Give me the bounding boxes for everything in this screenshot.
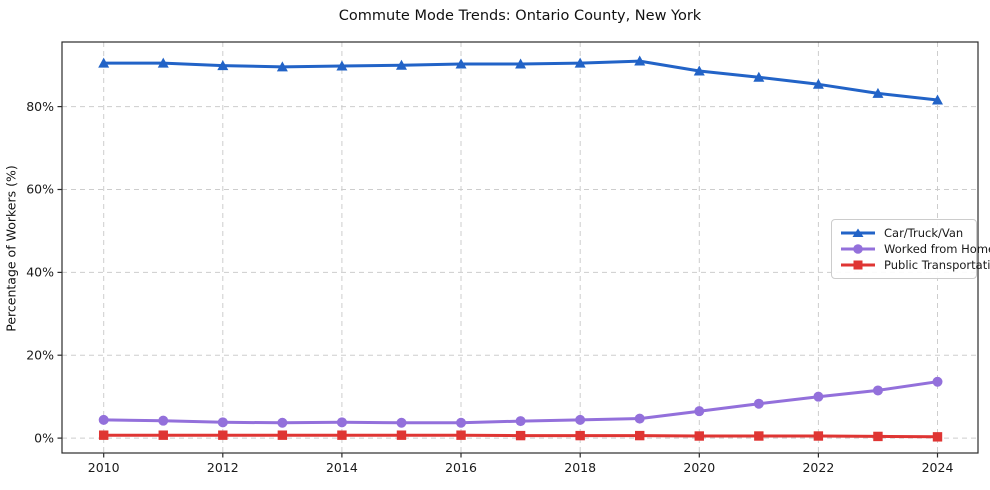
data-point-marker [455, 58, 467, 69]
data-point-marker [932, 376, 943, 387]
data-point-marker [693, 65, 705, 76]
series-public-transportation [98, 430, 943, 442]
chart-title: Commute Mode Trends: Ontario County, New… [338, 8, 702, 24]
data-point-marker [158, 415, 169, 426]
data-point-marker [813, 431, 824, 441]
x-tick-label: 2018 [564, 460, 596, 475]
series-worked-from-home [98, 376, 943, 428]
data-point-marker [157, 57, 169, 68]
legend-item-public-transportation: Public Transportation [839, 257, 990, 273]
data-point-marker [812, 78, 824, 89]
data-point-marker [694, 431, 704, 441]
data-point-marker [694, 406, 705, 417]
y-tick-label: 60% [26, 182, 54, 197]
data-point-marker [395, 59, 407, 70]
data-point-marker [574, 57, 586, 68]
legend-item-worked-from-home: Worked from Home [839, 241, 990, 257]
legend-label: Worked from Home [884, 242, 990, 256]
y-tick-label: 20% [26, 347, 54, 362]
data-point-marker [754, 431, 764, 441]
data-point-marker [635, 430, 645, 441]
series-car-truck-van [98, 55, 944, 105]
data-point-marker [634, 413, 645, 424]
data-point-marker [98, 414, 109, 425]
y-tick-label: 80% [26, 99, 54, 114]
axis-ticks [57, 105, 939, 458]
legend-label: Public Transportation [884, 258, 990, 272]
data-point-marker [872, 87, 884, 98]
data-point-marker [515, 430, 526, 441]
data-point-marker [456, 417, 467, 428]
x-tick-label: 2024 [922, 460, 954, 475]
data-point-marker [575, 430, 585, 441]
data-point-marker [158, 430, 168, 440]
data-point-marker [336, 417, 347, 428]
data-point-marker [336, 60, 348, 71]
triangle-marker-icon [841, 228, 875, 237]
x-tick-label: 2014 [326, 460, 358, 475]
data-point-marker [277, 417, 288, 428]
data-point-marker [217, 417, 228, 428]
square-marker-icon [841, 260, 875, 270]
data-point-marker [515, 58, 527, 69]
circle-marker-icon [841, 244, 875, 254]
data-point-marker [98, 57, 110, 68]
data-point-marker [396, 417, 407, 428]
legend-label: Car/Truck/Van [884, 226, 964, 240]
data-point-marker [932, 94, 944, 105]
data-point-marker [813, 391, 824, 402]
x-tick-label: 2020 [683, 460, 715, 475]
y-tick-label: 0% [34, 430, 54, 445]
data-point-marker [396, 430, 407, 440]
x-tick-label: 2016 [445, 460, 477, 475]
x-tick-label: 2010 [88, 460, 120, 475]
data-point-marker [277, 430, 288, 440]
x-tick-label: 2022 [802, 460, 834, 475]
data-point-marker [98, 430, 109, 440]
data-point-marker [515, 416, 526, 427]
data-point-marker [932, 432, 943, 442]
data-point-marker [634, 55, 646, 66]
legend-item-car-truck-van: Car/Truck/Van [839, 225, 969, 241]
data-point-marker [873, 431, 883, 442]
data-point-marker [753, 71, 765, 82]
data-point-marker [456, 430, 466, 440]
data-point-marker [753, 398, 764, 409]
x-tick-label: 2012 [207, 460, 239, 475]
y-tick-label: 40% [26, 265, 54, 280]
plot-frame [61, 41, 979, 454]
data-point-marker [217, 60, 229, 71]
data-point-marker [218, 430, 228, 440]
data-point-marker [337, 430, 347, 440]
data-point-marker [872, 385, 883, 396]
data-point-marker [276, 61, 288, 72]
legend: Car/Truck/Van Worked from Home Public Tran… [831, 219, 990, 279]
data-point-marker [575, 414, 586, 425]
